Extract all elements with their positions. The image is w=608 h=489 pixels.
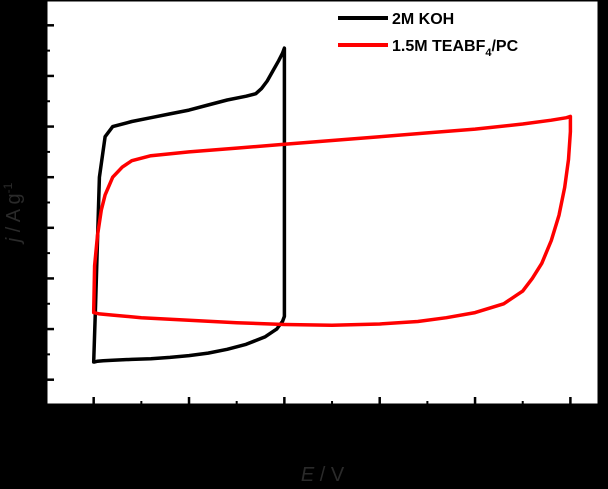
x-tick-label: 2,5 [557, 427, 584, 448]
y-tick-label: 4 [27, 118, 38, 139]
y-tick-label: 2 [27, 168, 38, 189]
y-axis-title: j / A g-1 [1, 182, 25, 245]
plot-frame [44, 0, 601, 407]
y-tick-label: -2 [21, 269, 38, 290]
legend-label-1: 2M KOH [392, 11, 454, 28]
y-tick-label: -4 [21, 320, 38, 341]
legend: 2M KOH 1.5M TEABF4/PC [338, 11, 519, 59]
plot-background [46, 0, 599, 405]
series-layer [91, 46, 573, 364]
x-tick-label: 1,5 [366, 427, 393, 448]
series-line-2 [91, 114, 573, 328]
x-ticks: 0,0 0,5 1,0 1,5 2,0 2,5 [80, 397, 584, 448]
x-tick-label: 2,0 [462, 427, 488, 448]
series-line-1 [91, 46, 287, 364]
y-tick-label: 8 [27, 16, 38, 37]
x-tick-label: 0,0 [80, 427, 106, 448]
legend-label-2: 1.5M TEABF4/PC [392, 38, 519, 59]
y-tick-label: -6 [21, 371, 38, 392]
x-tick-label: 0,5 [176, 427, 203, 448]
x-tick-label: 1,0 [271, 427, 297, 448]
y-tick-label: 6 [27, 67, 38, 88]
x-axis-title: E / V [301, 464, 345, 486]
y-tick-label: 0 [27, 219, 38, 240]
